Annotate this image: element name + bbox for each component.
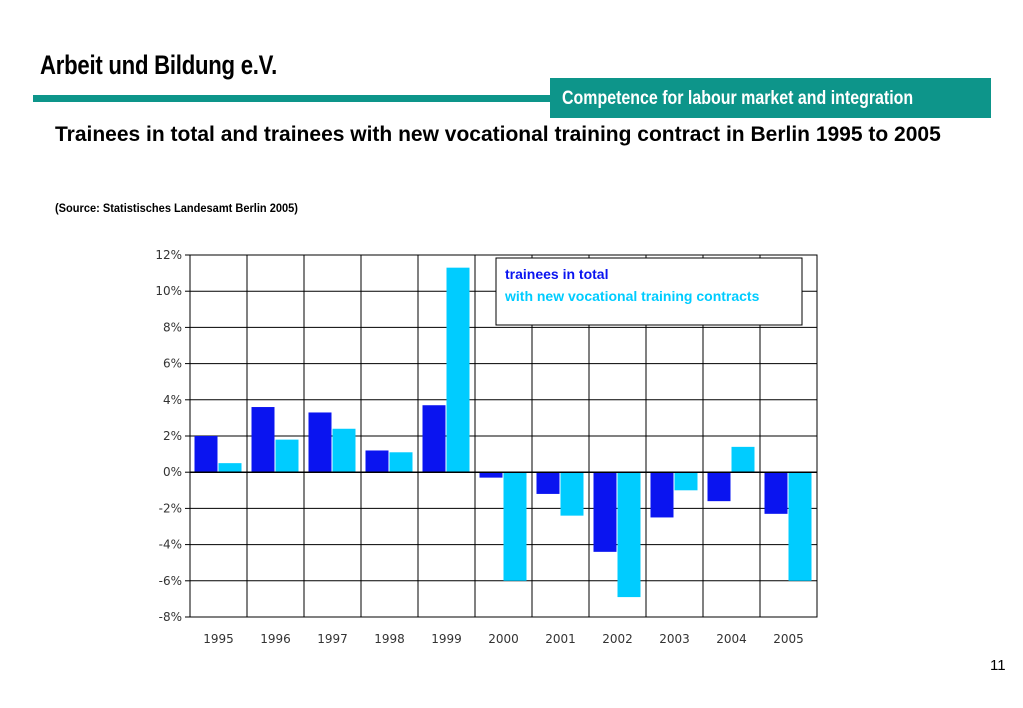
x-tick-label: 2003 xyxy=(659,632,690,646)
bar-new-contracts xyxy=(731,446,755,473)
bar-new-contracts xyxy=(446,267,470,473)
bar-total xyxy=(593,472,617,552)
y-tick-label: 12% xyxy=(155,248,182,262)
chart-bars xyxy=(194,267,812,598)
page-number: 11 xyxy=(990,657,1006,674)
bar-new-contracts xyxy=(788,472,812,581)
x-tick-label: 1996 xyxy=(260,632,291,646)
y-tick-label: -2% xyxy=(159,501,182,515)
x-tick-label: 2005 xyxy=(773,632,804,646)
bar-total xyxy=(479,472,503,478)
y-tick-label: 4% xyxy=(163,393,182,407)
bar-new-contracts xyxy=(332,428,356,473)
y-tick-label: 10% xyxy=(155,284,182,298)
bar-total xyxy=(707,472,731,502)
y-tick-label: 6% xyxy=(163,357,182,371)
chart-legend: trainees in total with new vocational tr… xyxy=(495,257,803,326)
slide-title: Trainees in total and trainees with new … xyxy=(55,123,941,146)
bar-new-contracts xyxy=(674,472,698,491)
bar-new-contracts xyxy=(503,472,527,581)
y-tick-label: -6% xyxy=(159,574,182,588)
y-tick-label: 2% xyxy=(163,429,182,443)
bar-total xyxy=(308,412,332,473)
bar-total xyxy=(365,450,389,473)
bar-total xyxy=(764,472,788,514)
x-tick-label: 1995 xyxy=(203,632,234,646)
x-tick-label: 1999 xyxy=(431,632,462,646)
tagline-banner: Competence for labour market and integra… xyxy=(550,78,991,118)
y-tick-label: -4% xyxy=(159,538,182,552)
bar-total xyxy=(536,472,560,494)
org-title: Arbeit und Bildung e.V. xyxy=(40,50,278,80)
x-tick-label: 2002 xyxy=(602,632,633,646)
tagline: Competence for labour market and integra… xyxy=(562,88,914,109)
legend-label-new-contracts: with new vocational training contracts xyxy=(504,288,760,304)
bar-new-contracts xyxy=(275,439,299,473)
header-rule xyxy=(33,95,553,102)
x-tick-label: 2001 xyxy=(545,632,576,646)
source-note: (Source: Statistisches Landesamt Berlin … xyxy=(55,201,298,215)
bar-new-contracts xyxy=(560,472,584,516)
legend-label-total: trainees in total xyxy=(505,266,608,282)
x-tick-label: 1997 xyxy=(317,632,348,646)
bar-total xyxy=(194,436,218,473)
bar-total xyxy=(422,405,446,473)
bar-new-contracts xyxy=(218,463,242,473)
bar-total xyxy=(650,472,674,518)
y-tick-label: 0% xyxy=(163,465,182,479)
bar-new-contracts xyxy=(389,452,413,473)
bar-total xyxy=(251,407,275,473)
bar-new-contracts xyxy=(617,472,641,598)
x-tick-label: 1998 xyxy=(374,632,405,646)
y-tick-label: -8% xyxy=(159,610,182,624)
legend-box xyxy=(495,257,803,326)
y-tick-label: 8% xyxy=(163,320,182,334)
x-tick-label: 2004 xyxy=(716,632,747,646)
x-tick-label: 2000 xyxy=(488,632,519,646)
chart-axes: 12% 10% 8% 6% 4% 2% 0% -2% -4% -6% -8% 1995 1996 1997… xyxy=(155,248,817,646)
